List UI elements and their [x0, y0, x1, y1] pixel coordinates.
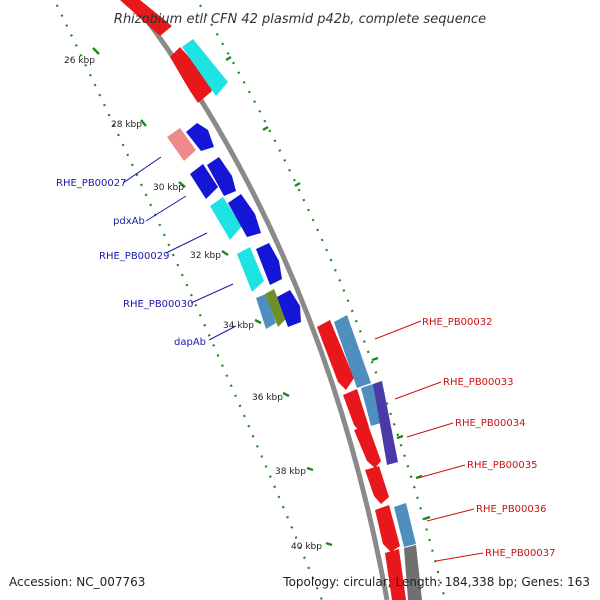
gene-arrow: [190, 164, 218, 199]
scale-label: 26 kbp: [64, 56, 95, 66]
scale-label: 30 kbp: [153, 183, 184, 193]
gene-label[interactable]: dapAb: [174, 337, 206, 348]
outer-scale-dots: [53, 0, 324, 600]
gene-arrow: [277, 290, 301, 327]
gene-arrow: [361, 384, 384, 426]
accession-label: Accession: NC_007763: [9, 575, 145, 589]
gene-label[interactable]: RHE_PB00033: [443, 377, 514, 388]
reverse-strand-features: [317, 315, 422, 600]
scale-label: 32 kbp: [190, 251, 221, 261]
gene-arrow: [354, 425, 381, 468]
gene-arrow: [167, 128, 196, 161]
major-ticks: [92, 47, 431, 547]
gene-label[interactable]: RHE_PB00027: [56, 178, 127, 189]
gene-arrow: [256, 294, 276, 329]
gene-arrow: [373, 381, 398, 465]
gene-arrow: [207, 157, 236, 196]
gene-labels-right: RHE_PB00032 RHE_PB00033 RHE_PB00034 RHE_…: [422, 317, 556, 559]
gene-arrow: [256, 243, 282, 285]
gene-arrow: [343, 389, 369, 433]
gene-label[interactable]: RHE_PB00034: [455, 418, 526, 429]
gene-label[interactable]: RHE_PB00036: [476, 504, 547, 515]
gene-label[interactable]: RHE_PB00035: [467, 460, 538, 471]
inner-scale-dots: [199, 4, 447, 600]
gene-arrow: [182, 39, 228, 96]
gene-arrow: [317, 320, 354, 390]
gene-arrow: [120, 0, 172, 36]
map-summary: Topology: circular; Length: 184,338 bp; …: [282, 575, 590, 589]
gene-arrow: [334, 315, 371, 388]
gene-arrow: [394, 503, 416, 547]
gene-arrow: [237, 247, 264, 292]
gene-arrow: [170, 47, 212, 103]
gene-arrow: [265, 289, 286, 327]
scale-label: 40 kbp: [291, 542, 322, 552]
gene-label[interactable]: RHE_PB00037: [485, 548, 556, 559]
right-leader-lines: [374, 320, 484, 562]
left-leader-lines: [122, 156, 237, 341]
gene-arrow: [228, 194, 261, 237]
gene-arrow: [375, 505, 400, 552]
gene-arrow: [404, 545, 422, 600]
scale-label: 38 kbp: [275, 467, 306, 477]
gene-label[interactable]: RHE_PB00029: [99, 251, 170, 262]
gene-arrow: [186, 123, 214, 151]
gene-label[interactable]: RHE_PB00030: [123, 299, 194, 310]
scale-label: 36 kbp: [252, 393, 283, 403]
map-title: Rhizobium etli CFN 42 plasmid p42b, comp…: [114, 12, 486, 27]
gene-label[interactable]: RHE_PB00032: [422, 317, 493, 328]
scale-label: 34 kbp: [223, 321, 254, 331]
gene-arrow: [210, 197, 242, 240]
scale-label: 28 kbp: [111, 120, 142, 130]
scale-labels: 26 kbp 28 kbp 30 kbp 32 kbp 34 kbp 36 kb…: [64, 56, 322, 552]
gene-labels-left: RHE_PB00027 pdxAb RHE_PB00029 RHE_PB0003…: [56, 178, 206, 348]
gene-arrow: [385, 549, 406, 600]
gene-arrow: [365, 466, 389, 504]
gene-label[interactable]: pdxAb: [113, 216, 145, 227]
forward-strand-features: [120, 0, 301, 329]
